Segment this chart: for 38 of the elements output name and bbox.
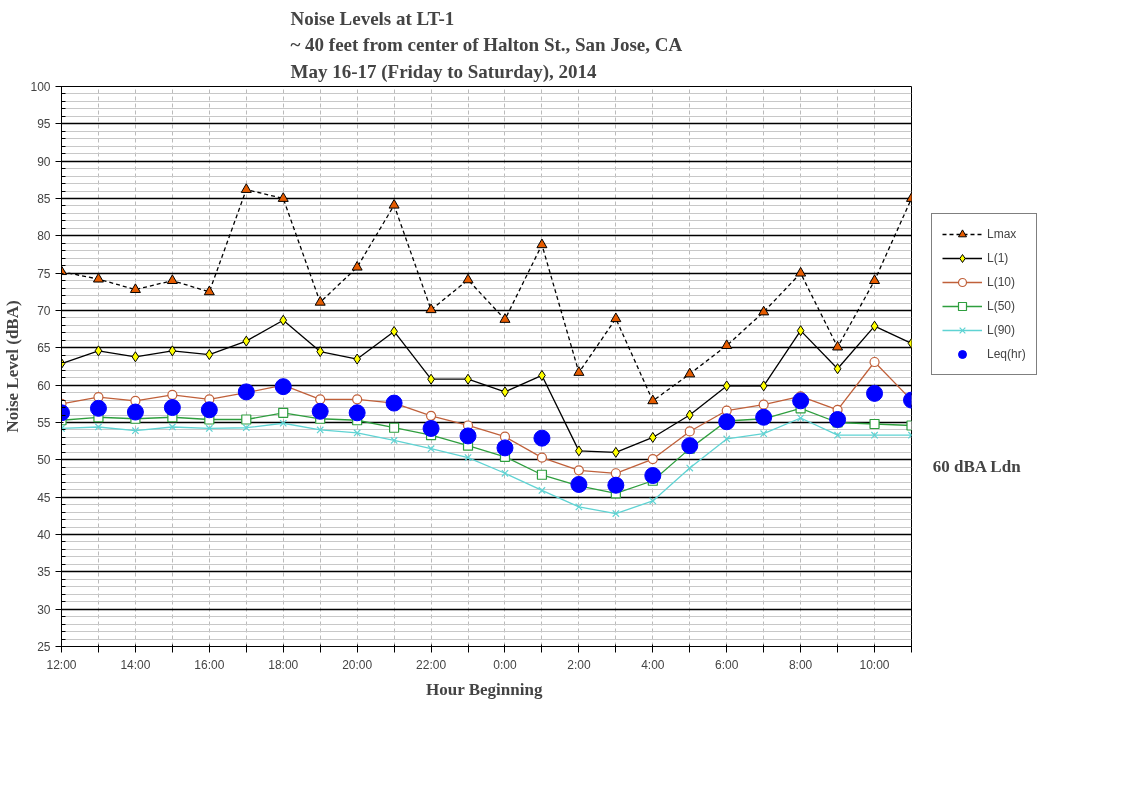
x-tick-label: 6:00 (715, 657, 739, 672)
y-tick-label: 95 (37, 117, 51, 132)
x-tick-label: 12:00 (46, 657, 77, 672)
x-tick-label: 18:00 (268, 657, 299, 672)
y-tick-label: 70 (37, 304, 51, 318)
legend-label: L(1) (987, 251, 1009, 265)
chart-title: Noise Levels at LT-1 ~ 40 feet from center of Halton St., San Jose, CA May 16-17 (Friday to Saturday), 2014 (290, 8, 683, 83)
legend-label: Lmax (987, 227, 1017, 241)
legend-label: L(50) (987, 299, 1016, 313)
y-tick-label: 55 (37, 416, 51, 430)
x-tick-label: 22:00 (416, 657, 447, 672)
y-tick-label: 35 (37, 565, 51, 580)
y-tick-label: 25 (37, 640, 51, 654)
x-axis-title: Hour Beginning (426, 679, 543, 699)
x-tick-label: 8:00 (788, 657, 813, 672)
y-tick-label: 30 (37, 602, 51, 617)
y-tick-label: 60 (37, 378, 51, 393)
text: 60 dBA Ldn (932, 457, 1022, 477)
x-tick-label: 2:00 (567, 657, 591, 672)
y-axis-title: Noise Level (dBA) (3, 300, 23, 433)
y-tick-label: 40 (37, 528, 51, 542)
x-tick-label: 16:00 (194, 657, 225, 672)
x-tick-label: 0:00 (493, 657, 517, 672)
y-tick-label: 75 (37, 266, 51, 281)
legend-label: L(10) (987, 275, 1016, 289)
y-tick-label: 45 (37, 490, 51, 505)
y-tick-label: 80 (37, 229, 51, 244)
y-tick-label: 90 (37, 154, 51, 169)
legend-label: Leq(hr) (987, 347, 1026, 361)
legend-label: L(90) (987, 323, 1016, 337)
x-tick-label: 10:00 (859, 657, 890, 672)
x-tick-label: 20:00 (342, 657, 373, 672)
y-tick-label: 50 (37, 453, 51, 468)
y-tick-label: 100 (30, 80, 51, 94)
x-tick-label: 4:00 (641, 657, 665, 672)
y-tick-label: 65 (37, 341, 51, 356)
y-tick-label: 85 (37, 192, 51, 206)
x-tick-label: 14:00 (120, 657, 151, 672)
